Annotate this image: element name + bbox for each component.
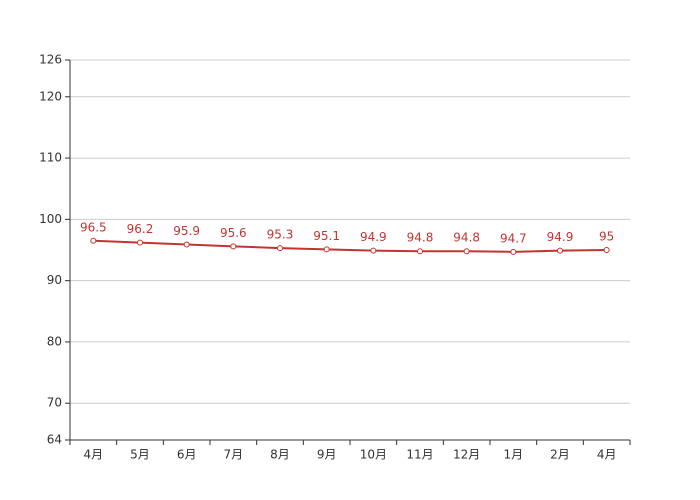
x-tick-label: 11月 [406, 448, 433, 462]
data-point [417, 248, 423, 255]
data-point [603, 247, 610, 253]
data-point [323, 246, 330, 253]
data-label: 94.8 [453, 231, 480, 245]
data-point [90, 237, 97, 244]
y-tick-label: 80 [47, 334, 62, 348]
y-tick-label: 120 [39, 89, 62, 103]
data-label: 95.3 [267, 228, 294, 242]
x-tick-label: 7月 [224, 448, 244, 462]
data-point [557, 247, 563, 254]
data-point [183, 241, 190, 248]
data-point [137, 239, 143, 246]
data-label: 95.6 [220, 226, 247, 240]
y-tick-label: 100 [39, 212, 62, 226]
data-label: 96.2 [127, 222, 154, 236]
x-tick-label: 1月 [504, 448, 524, 462]
y-tick-label: 70 [47, 396, 62, 410]
y-tick-label: 110 [39, 151, 62, 165]
x-tick-label: 8月 [270, 448, 290, 462]
x-tick-label: 4月 [84, 448, 104, 462]
y-tick-label: 64 [47, 433, 62, 447]
x-tick-label: 2月 [550, 448, 570, 462]
x-tick-label: 6月 [177, 448, 197, 462]
y-tick-label: 126 [39, 53, 62, 67]
data-label: 94.9 [360, 230, 387, 244]
y-tick-label: 90 [47, 273, 62, 287]
x-tick-label: 9月 [317, 448, 337, 462]
x-tick-label: 10月 [360, 448, 387, 462]
data-label: 94.8 [407, 231, 434, 245]
data-label: 95.1 [313, 229, 340, 243]
data-label: 95 [599, 230, 614, 244]
x-tick-label: 5月 [130, 448, 150, 462]
data-point [463, 248, 470, 255]
data-label: 94.7 [500, 231, 527, 245]
x-tick-label: 4月 [597, 448, 617, 462]
data-label: 94.9 [547, 230, 574, 244]
data-point [370, 247, 377, 254]
data-point [230, 243, 237, 250]
data-point [277, 245, 283, 252]
data-label: 96.5 [80, 220, 107, 234]
series-line [93, 239, 607, 253]
x-tick-label: 12月 [453, 448, 480, 462]
data-label: 95.9 [173, 224, 200, 238]
data-point [510, 248, 517, 255]
